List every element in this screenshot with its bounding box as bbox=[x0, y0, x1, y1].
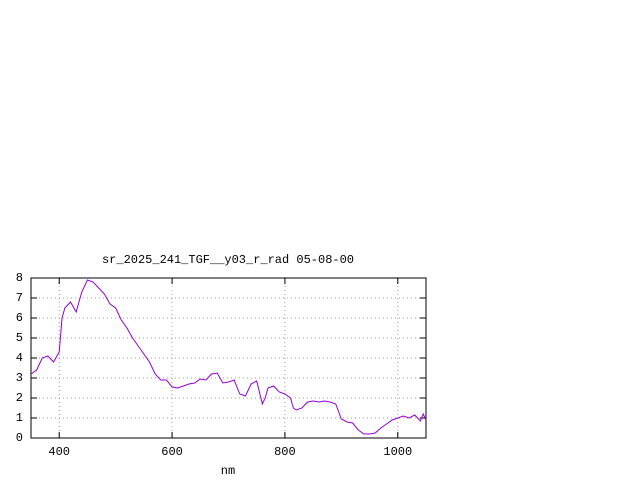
y-tick-label: 1 bbox=[16, 411, 23, 425]
y-tick-label: 0 bbox=[16, 431, 23, 445]
y-tick-label: 4 bbox=[16, 351, 23, 365]
chart-title: sr_2025_241_TGF__y03_r_rad 05-08-00 bbox=[102, 253, 354, 267]
x-axis-label: nm bbox=[221, 464, 235, 478]
x-tick-label: 400 bbox=[48, 445, 70, 459]
data-line bbox=[30, 279, 427, 435]
y-tick-label: 6 bbox=[16, 311, 23, 325]
plot-frame bbox=[30, 277, 427, 439]
y-tick-label: 2 bbox=[16, 391, 23, 405]
y-tick-label: 7 bbox=[16, 291, 23, 305]
y-tick-label: 3 bbox=[16, 371, 23, 385]
x-tick-label: 600 bbox=[161, 445, 183, 459]
x-tick-label: 1000 bbox=[383, 445, 412, 459]
y-tick-label: 8 bbox=[16, 271, 23, 285]
y-tick-label: 5 bbox=[16, 331, 23, 345]
x-tick-label: 800 bbox=[274, 445, 296, 459]
